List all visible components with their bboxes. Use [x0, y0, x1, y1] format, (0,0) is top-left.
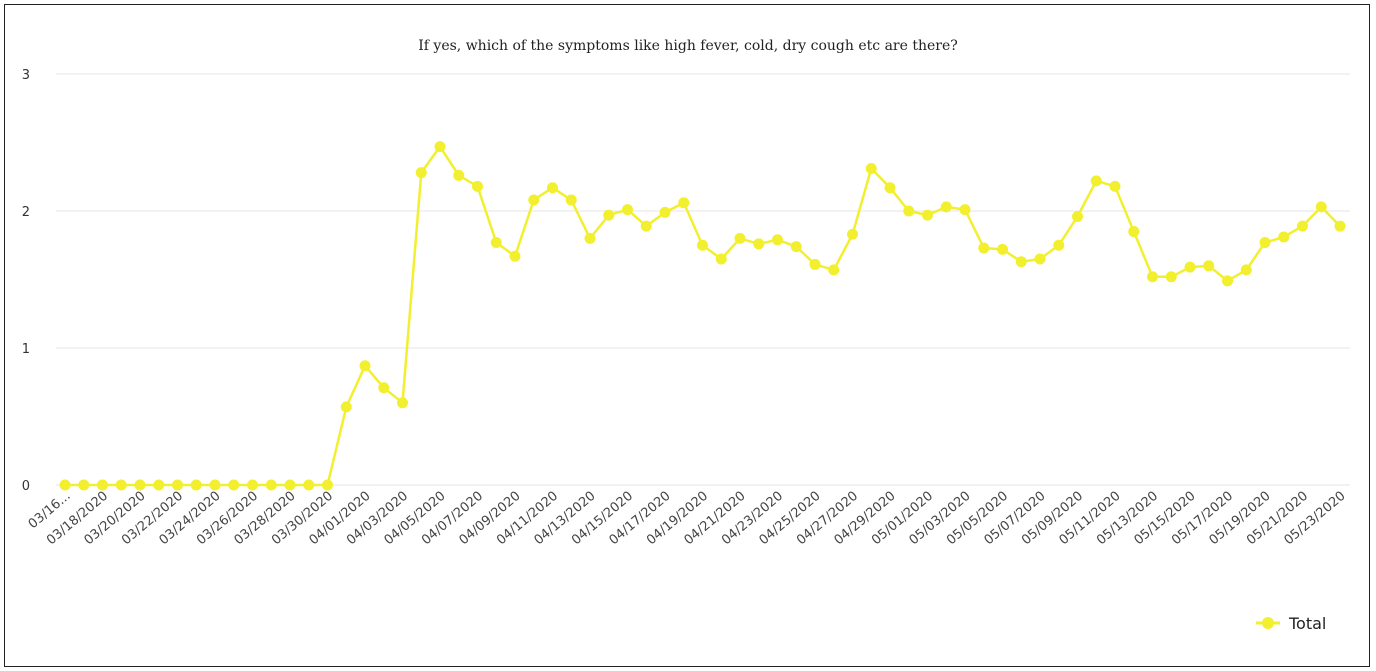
chart-frame [4, 4, 1370, 667]
data-point[interactable] [1240, 264, 1252, 276]
data-point[interactable] [303, 479, 315, 491]
y-tick-label: 0 [22, 479, 30, 494]
data-point[interactable] [865, 163, 877, 175]
data-point[interactable] [153, 479, 165, 491]
series-total [59, 141, 1346, 491]
data-point[interactable] [715, 253, 727, 265]
data-point[interactable] [472, 180, 483, 192]
data-point[interactable] [1109, 180, 1121, 192]
data-point[interactable] [1034, 253, 1046, 265]
y-tick-label: 1 [22, 342, 30, 357]
data-point[interactable] [528, 194, 540, 206]
data-point[interactable] [378, 382, 390, 394]
data-point[interactable] [134, 479, 146, 491]
data-point[interactable] [959, 204, 971, 216]
data-point[interactable] [1203, 260, 1215, 272]
legend-label-total: Total [1288, 614, 1326, 633]
data-point[interactable] [59, 479, 71, 491]
data-point[interactable] [978, 242, 990, 254]
data-point[interactable] [790, 241, 802, 253]
data-point[interactable] [565, 194, 577, 206]
data-point[interactable] [847, 228, 858, 240]
data-point[interactable] [172, 479, 183, 491]
data-point[interactable] [247, 479, 258, 491]
data-point[interactable] [359, 360, 371, 372]
data-point[interactable] [1165, 271, 1177, 283]
data-point[interactable] [397, 397, 408, 409]
y-axis-ticks: 0 1 2 3 [22, 68, 30, 494]
data-point[interactable] [547, 182, 558, 194]
data-point[interactable] [1147, 271, 1158, 283]
data-point[interactable] [659, 206, 671, 218]
data-point[interactable] [322, 479, 333, 491]
data-point[interactable] [734, 232, 746, 244]
data-point[interactable] [340, 401, 352, 413]
legend-dot-marker [1262, 617, 1274, 629]
data-point[interactable] [190, 479, 202, 491]
data-point[interactable] [828, 264, 840, 276]
data-point[interactable] [622, 204, 633, 216]
data-point[interactable] [809, 258, 821, 270]
y-tick-label: 2 [22, 205, 30, 220]
data-point[interactable] [603, 209, 615, 221]
data-point[interactable] [1015, 256, 1027, 268]
data-point[interactable] [228, 479, 240, 491]
data-point[interactable] [997, 243, 1008, 255]
data-point[interactable] [265, 479, 277, 491]
series-line-total [65, 145, 1341, 487]
data-point[interactable] [415, 167, 427, 179]
data-point[interactable] [584, 232, 596, 244]
data-point[interactable] [453, 169, 465, 181]
data-point[interactable] [903, 205, 915, 217]
data-point[interactable] [1090, 175, 1102, 187]
data-point[interactable] [490, 237, 502, 249]
data-point[interactable] [1278, 231, 1290, 243]
data-point[interactable] [1259, 237, 1271, 249]
data-point[interactable] [772, 234, 783, 246]
data-point[interactable] [1184, 261, 1196, 273]
data-point[interactable] [115, 479, 127, 491]
data-point[interactable] [1072, 210, 1083, 222]
data-point[interactable] [97, 479, 108, 491]
chart-title: If yes, which of the symptoms like high … [418, 38, 958, 54]
data-point[interactable] [922, 209, 933, 221]
data-point[interactable] [1128, 226, 1140, 238]
data-point[interactable] [1334, 220, 1346, 232]
data-point[interactable] [1222, 275, 1233, 287]
data-point[interactable] [1297, 220, 1308, 232]
data-point[interactable] [884, 182, 896, 194]
data-point[interactable] [640, 220, 652, 232]
data-point[interactable] [1315, 201, 1327, 213]
data-point[interactable] [209, 479, 221, 491]
data-point[interactable] [940, 201, 952, 213]
y-tick-label: 3 [22, 68, 30, 83]
data-point[interactable] [78, 479, 90, 491]
data-point[interactable] [753, 238, 765, 250]
data-point[interactable] [509, 250, 521, 262]
data-point[interactable] [284, 479, 296, 491]
data-point[interactable] [434, 141, 446, 153]
data-point[interactable] [697, 239, 708, 251]
data-point[interactable] [678, 197, 690, 209]
legend[interactable]: Total [1256, 614, 1326, 633]
x-axis-ticks: 03/16...03/18/202003/20/202003/22/202003… [26, 489, 1349, 549]
data-point[interactable] [1053, 239, 1065, 251]
